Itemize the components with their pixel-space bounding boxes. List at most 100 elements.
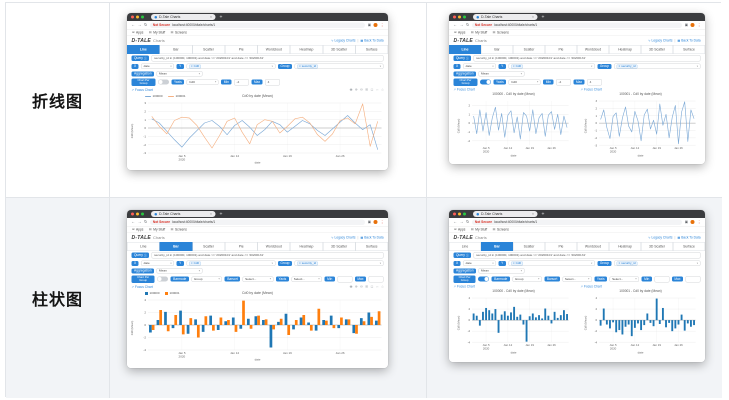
query-input[interactable]: security_id in (100000, 100001) and date… [151,55,384,62]
group-label[interactable]: Group [277,260,292,266]
forward-button[interactable]: → [137,22,142,27]
tab-3d-scatter[interactable]: 3D Scatter [322,242,356,251]
tab-line[interactable]: Line [127,242,160,251]
chart-per-group-toggle[interactable] [480,79,491,85]
y-select[interactable]: × Cd0 ▾ [186,63,276,69]
chart-per-group-toggle[interactable] [157,276,169,282]
remove-tag-icon[interactable]: × [512,64,515,68]
focus-chart-link[interactable]: ↗ Focus Chart [581,285,602,289]
profile-avatar[interactable] [373,23,378,27]
aggregation-select[interactable]: Mean ▾ [156,268,203,274]
browser-tab[interactable]: D-Tale Charts × [473,211,538,217]
query-input[interactable]: security_id in (100000, 100001) and date… [473,55,701,62]
remove-tag-icon[interactable]: × [618,261,621,265]
tab-wordcloud[interactable]: Wordcloud [257,45,291,54]
maximize-button[interactable] [141,212,144,216]
browser-menu-icon[interactable]: ⋮ [380,22,384,28]
back-button[interactable]: ← [453,219,457,224]
focus-chart-link[interactable]: ↗ Focus Chart [132,285,153,289]
profile-avatar[interactable] [690,23,695,27]
chart-per-group-toggle[interactable] [158,79,169,85]
chart-per-group-label[interactable]: Chart Per Group [131,78,156,86]
min-input[interactable] [337,275,353,283]
remove-tag-icon[interactable]: × [190,64,193,68]
max-label[interactable]: Max [671,276,683,282]
tab-close-icon[interactable]: × [531,212,534,216]
forward-button[interactable]: → [459,22,464,27]
new-tab-button[interactable]: + [219,211,223,217]
barsort-label[interactable]: Barsort [224,276,241,282]
url-bar[interactable]: Not Secure localhost:40000/dtale/charts/1 [149,219,366,225]
tab-close-icon[interactable]: × [209,212,212,216]
legend-item-100001[interactable]: 100001 [165,291,180,295]
x-select[interactable]: date ▾ [463,63,497,69]
bookmark-item-screens[interactable]: ▤ Screens [171,228,187,232]
remove-tag-icon[interactable]: × [512,261,515,265]
min-label[interactable]: Min [543,79,554,85]
yaxis-select[interactable]: Select... ▾ [291,276,323,282]
extensions-icon[interactable]: ▣ [367,220,371,225]
tab-pie[interactable]: Pie [224,45,258,54]
tab-scatter[interactable]: Scatter [192,242,225,251]
barsort-select[interactable]: Select... ▾ [562,276,592,282]
group-label[interactable]: Group [597,63,612,69]
url-bar[interactable]: Not Secure localhost:40000/dtale/charts/1 [471,22,683,28]
x-label[interactable]: X [131,260,139,266]
extensions-icon[interactable]: ▣ [684,220,688,225]
group-label[interactable]: Group [597,260,612,266]
box-select-icon[interactable]: ⊞ [365,285,369,289]
bookmark-item-apps[interactable]: ⊞ Apps [454,31,465,35]
minimize-button[interactable] [136,15,139,19]
new-tab-button[interactable]: + [541,14,545,20]
browser-menu-icon[interactable]: ⋮ [697,22,701,28]
tab-close-icon[interactable]: × [209,15,212,19]
barmode-select[interactable]: Group ▾ [512,276,542,282]
max-input[interactable] [685,275,701,283]
maximize-button[interactable] [463,15,466,19]
home-icon[interactable]: ⌂ [381,285,384,289]
camera-icon[interactable]: ◉ [349,88,353,92]
new-tab-button[interactable]: + [541,211,545,217]
x-label[interactable]: X [453,260,461,266]
max-input[interactable]: 4 [587,78,603,86]
group-select[interactable]: × security_id ▾ [294,63,384,69]
y-label[interactable]: Y [176,63,184,69]
focus-chart-link[interactable]: ↗ Focus Chart [581,88,602,92]
zoom-out-icon[interactable]: ⊖ [360,88,363,92]
zoom-in-icon[interactable]: ⊕ [354,285,358,289]
extensions-icon[interactable]: ▣ [367,23,371,28]
tab-3d-scatter[interactable]: 3D Scatter [641,45,673,54]
reload-button[interactable]: ↻ [466,22,470,27]
focus-chart-link[interactable]: ↗ Focus Chart [132,88,153,92]
x-select[interactable]: date ▾ [141,63,175,69]
legacy-charts-link[interactable]: ∿ Legacy Charts [331,39,355,43]
focus-chart-link[interactable]: ↗ Focus Chart [454,88,475,92]
aggregation-label[interactable]: Aggregation [131,71,155,77]
remove-tag-icon[interactable]: × [298,261,301,265]
profile-avatar[interactable] [373,220,378,224]
browser-tab[interactable]: D-Tale Charts × [151,211,216,217]
home-icon[interactable]: ⌂ [381,88,384,92]
barsort-select[interactable]: Select... ▾ [242,276,274,282]
x-label[interactable]: X [131,63,139,69]
min-input[interactable] [654,275,670,283]
browser-menu-icon[interactable]: ⋮ [380,219,384,225]
tab-3d-scatter[interactable]: 3D Scatter [641,242,673,251]
profile-avatar[interactable] [690,220,695,224]
group-label[interactable]: Group [277,63,292,69]
reload-button[interactable]: ↻ [144,22,148,27]
tab-bar[interactable]: Bar [159,45,193,54]
x-select[interactable]: date ▾ [141,260,175,266]
legend-item-100001[interactable]: 100001 [168,95,186,98]
maximize-button[interactable] [141,15,144,19]
remove-tag-icon[interactable]: × [190,261,193,265]
tab-surface[interactable]: Surface [355,242,388,251]
chart-per-group-label[interactable]: Chart Per Group [453,78,478,86]
y-label[interactable]: Y [498,260,506,266]
focus-chart-link[interactable]: ↗ Focus Chart [454,285,475,289]
tab-line[interactable]: Line [449,242,481,251]
tab-close-icon[interactable]: × [531,15,534,19]
back-button[interactable]: ← [453,22,457,27]
